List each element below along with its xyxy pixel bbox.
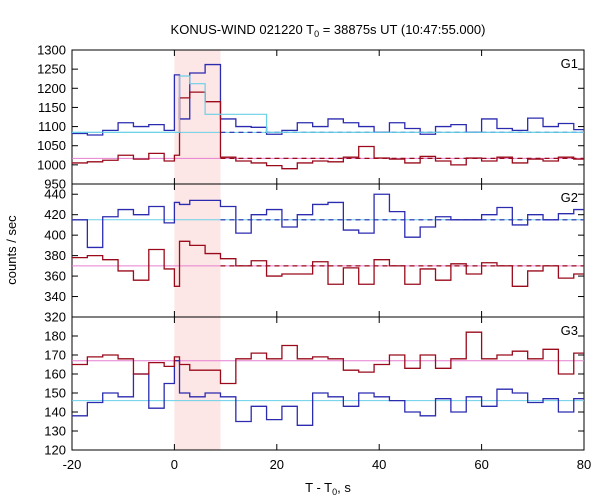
y-axis-label: counts / sec [4,215,19,285]
y-tick-label: 1200 [37,81,66,96]
y-tick-label: 340 [44,289,66,304]
panel-frame-g1 [71,49,585,185]
x-tick-label: -20 [63,457,82,472]
y-tick-label: 950 [44,177,66,192]
axis-layer: 9501000105011001150120012501300G13203403… [37,43,591,473]
panel-frame-g3 [71,316,585,451]
panel-label-g1: G1 [561,56,578,71]
chart-title: KONUS-WIND 021220 T0 = 38875s UT (10:47:… [171,22,486,39]
y-tick-label: 1300 [37,43,66,58]
y-tick-label: 1250 [37,62,66,77]
y-tick-label: 160 [44,367,66,382]
panel-frames [71,49,585,451]
y-tick-label: 1100 [38,119,66,134]
y-tick-label: 120 [44,443,66,458]
y-tick-label: 1150 [38,100,66,115]
trigger-interval-shading [174,50,221,450]
panel-label-g2: G2 [561,190,578,205]
series-dark_red-g2 [72,240,584,287]
y-tick-label: 170 [44,348,66,363]
y-tick-label: 140 [44,405,66,420]
series-layer [72,63,584,426]
y-tick-label: 320 [44,310,66,325]
y-tick-label: 180 [44,329,66,344]
y-tick-label: 360 [44,269,66,284]
panel-label-g3: G3 [561,323,578,338]
series-dark_red-g3 [72,331,584,385]
y-tick-label: 420 [44,207,66,222]
series-blue-g3 [72,360,584,426]
x-tick-label: 40 [372,457,386,472]
x-tick-label: 20 [270,457,284,472]
y-tick-label: 440 [44,187,66,202]
y-tick-label: 380 [44,248,66,263]
y-tick-label: 130 [44,424,66,439]
x-tick-label: 0 [171,457,178,472]
series-cyan-g1 [72,75,584,133]
y-tick-label: 1000 [37,157,66,172]
series-dark_red-g1 [72,91,584,170]
y-tick-label: 1050 [37,138,66,153]
shaded-interval [174,50,221,450]
x-tick-label: 60 [474,457,488,472]
series-blue-g2 [72,193,584,249]
y-tick-label: 150 [44,386,66,401]
x-tick-label: 80 [577,457,591,472]
series-blue-g1 [72,63,584,136]
x-axis-label: T - T0, s [305,480,351,497]
y-tick-label: 400 [44,228,66,243]
